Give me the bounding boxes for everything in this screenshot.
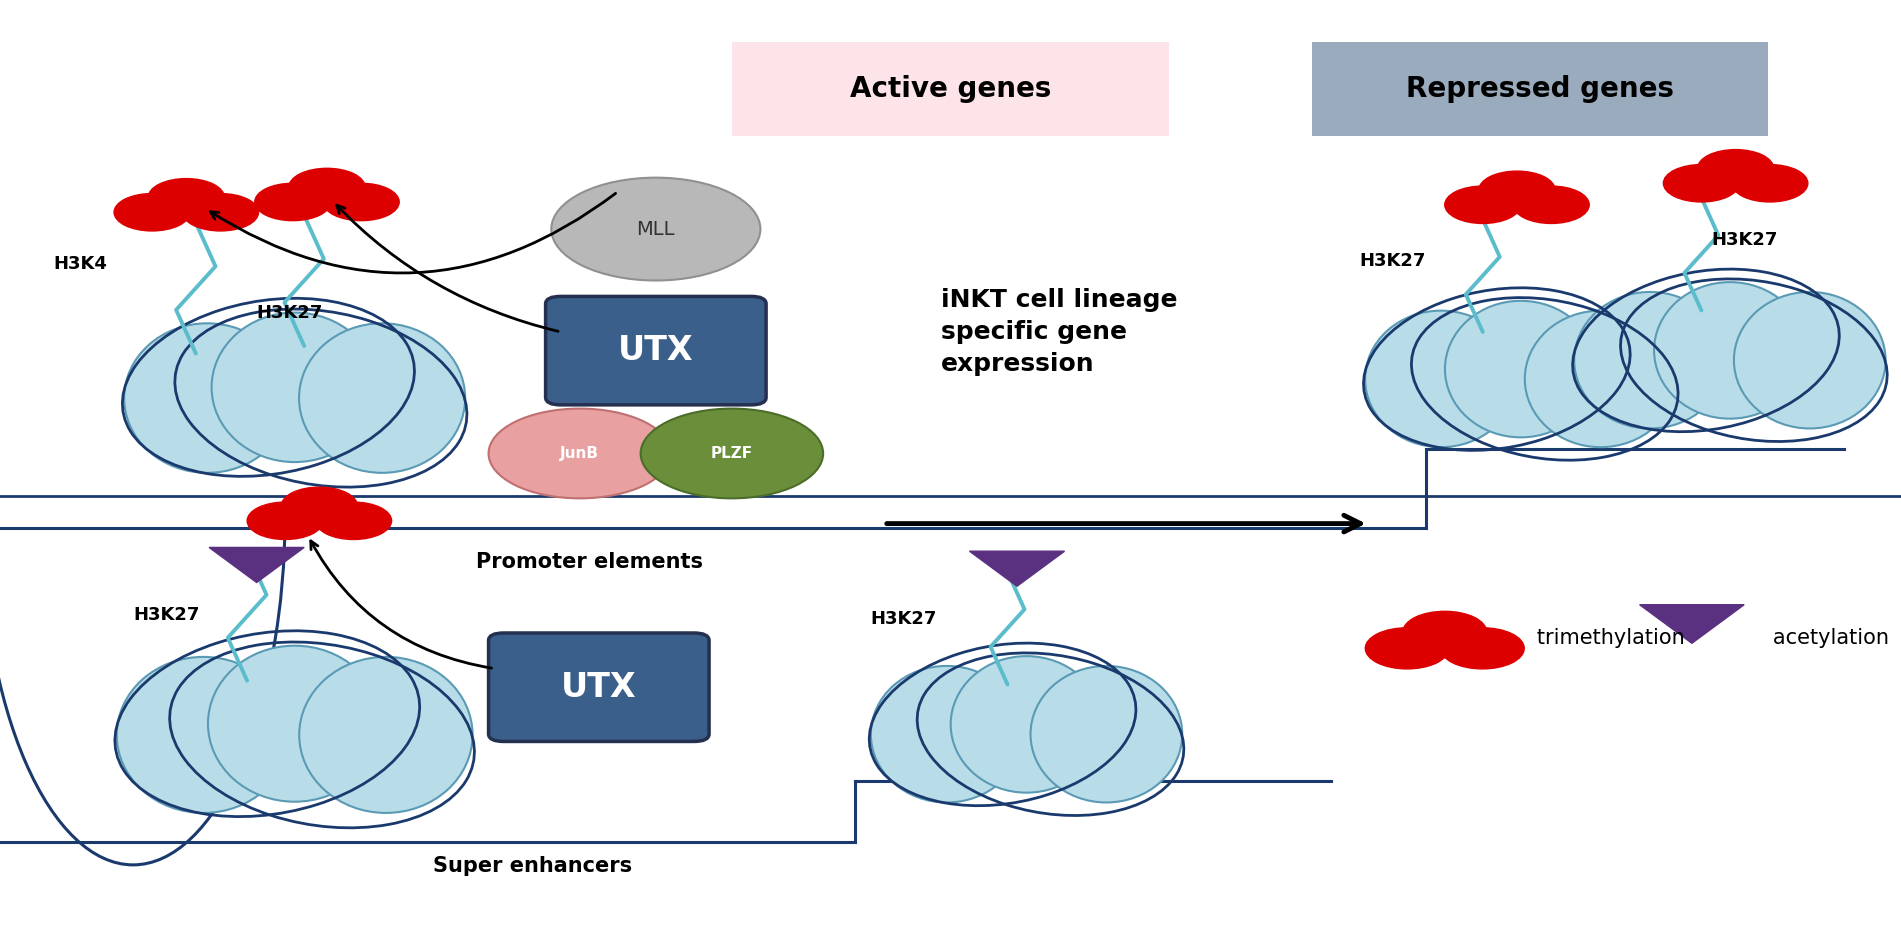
Circle shape [148,179,224,216]
Text: UTX: UTX [618,334,694,367]
Text: Promoter elements: Promoter elements [475,552,703,571]
Circle shape [182,194,259,231]
Ellipse shape [124,324,291,473]
Text: Super enhancers: Super enhancers [433,856,631,875]
Text: H3K27: H3K27 [871,610,937,627]
Ellipse shape [116,657,291,813]
Text: H3K27: H3K27 [133,606,200,624]
Ellipse shape [1030,666,1182,802]
Circle shape [316,502,392,539]
Polygon shape [970,551,1065,586]
Text: Active genes: Active genes [850,75,1051,103]
Circle shape [247,502,323,539]
Ellipse shape [489,409,671,498]
Circle shape [1445,186,1521,223]
Polygon shape [209,547,304,583]
Text: acetylation: acetylation [1753,627,1890,648]
Text: PLZF: PLZF [711,446,753,461]
Ellipse shape [211,312,378,462]
FancyArrowPatch shape [336,206,559,331]
Ellipse shape [207,646,382,801]
Polygon shape [1639,605,1745,643]
FancyBboxPatch shape [1312,42,1768,136]
FancyBboxPatch shape [732,42,1169,136]
Ellipse shape [1445,301,1597,438]
Ellipse shape [298,657,473,813]
Circle shape [1732,165,1808,202]
Text: MLL: MLL [637,220,675,238]
Circle shape [1365,627,1449,669]
Circle shape [1663,165,1739,202]
Text: H3K4: H3K4 [53,255,106,273]
Circle shape [255,183,331,221]
Circle shape [1441,627,1525,669]
Text: H3K27: H3K27 [1711,231,1777,249]
Ellipse shape [871,666,1023,802]
Text: UTX: UTX [561,670,637,704]
FancyBboxPatch shape [489,633,709,741]
Ellipse shape [950,656,1103,793]
Ellipse shape [1734,292,1886,428]
Text: H3K27: H3K27 [257,304,323,322]
Circle shape [114,194,190,231]
Ellipse shape [641,409,823,498]
Circle shape [1513,186,1589,223]
Ellipse shape [551,178,760,280]
FancyArrowPatch shape [310,541,492,669]
Text: JunB: JunB [561,446,599,461]
Circle shape [1403,611,1487,653]
Ellipse shape [1654,282,1806,419]
Ellipse shape [1574,292,1726,428]
Circle shape [1479,171,1555,209]
Ellipse shape [1365,310,1517,447]
Circle shape [323,183,399,221]
Text: H3K27: H3K27 [1359,252,1426,270]
Text: trimethylation: trimethylation [1517,627,1684,648]
Circle shape [1698,150,1774,187]
Ellipse shape [1525,310,1677,447]
Ellipse shape [298,324,466,473]
FancyArrowPatch shape [211,194,616,273]
Text: Repressed genes: Repressed genes [1407,75,1673,103]
Circle shape [289,168,365,206]
FancyBboxPatch shape [546,296,766,405]
Text: iNKT cell lineage
specific gene
expression: iNKT cell lineage specific gene expressi… [941,288,1177,376]
Circle shape [281,487,357,525]
